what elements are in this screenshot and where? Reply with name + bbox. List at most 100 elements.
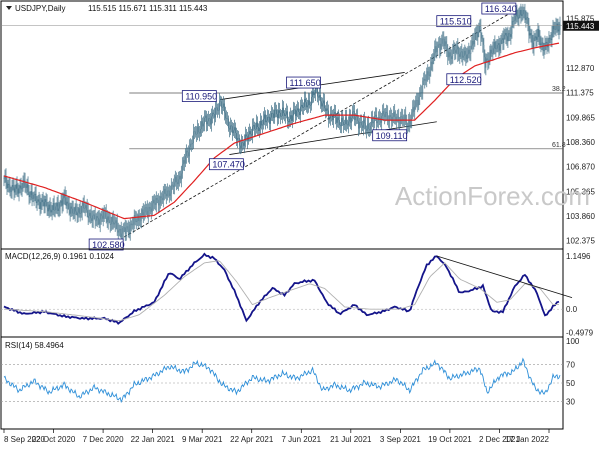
candle-body (179, 175, 181, 180)
candle-body (424, 78, 426, 81)
candle-body (472, 40, 474, 45)
candle-body (91, 218, 93, 221)
candle-body (65, 197, 67, 206)
candle-body (118, 230, 120, 233)
candle-body (540, 43, 542, 45)
candle-body (303, 106, 304, 108)
candle-body (466, 54, 468, 59)
candle-body (155, 198, 157, 205)
candle-body (356, 116, 357, 117)
moving-average-line (3, 42, 560, 220)
candle-body (393, 111, 395, 117)
candle-body (521, 14, 523, 16)
candle-body (71, 206, 73, 209)
candle-body (541, 42, 543, 44)
candle-body (305, 99, 306, 103)
candle-body (529, 33, 531, 36)
candle-body (211, 116, 212, 125)
rsi-title: RSI(14) 58.4964 (5, 341, 64, 350)
level-box: 116.340 (481, 2, 517, 15)
price-panel: 115.875 112.870 111.375 109.865 108.360 106.8… (0, 0, 599, 251)
candle-body (326, 108, 327, 111)
candle-body (457, 45, 459, 55)
candle-body (304, 99, 305, 107)
candle-body (105, 211, 107, 218)
candle-body (141, 209, 143, 216)
candle-body (380, 118, 382, 123)
candle-body (547, 45, 549, 48)
candle-body (519, 9, 521, 15)
candle-body (235, 127, 236, 133)
candle-body (32, 198, 34, 199)
candle-body (56, 202, 58, 207)
candle-body (510, 33, 512, 37)
candle-body (221, 101, 222, 108)
candle-body (81, 205, 83, 214)
candle-body (159, 196, 161, 204)
candle-body (468, 49, 470, 54)
fib-label: 38.2 (552, 86, 566, 93)
candle-body (402, 116, 404, 121)
candle-body (459, 52, 461, 57)
candle-body (224, 103, 225, 113)
candle-body (291, 115, 292, 121)
candle-body (302, 104, 303, 108)
candle-body (285, 114, 286, 116)
candle-body (370, 125, 372, 131)
candle-body (545, 41, 547, 43)
candle-body (447, 51, 449, 58)
candle-body (10, 191, 12, 193)
candle-body (217, 107, 218, 111)
x-tick-label: 22 Apr 2021 (230, 435, 274, 444)
candle-body (29, 194, 31, 198)
candle-body (324, 100, 325, 109)
candle-body (296, 110, 297, 116)
candle-body (227, 118, 228, 120)
macd-axis: 1.1496 0.0 -0.4979 (566, 252, 594, 337)
candle-body (467, 49, 469, 55)
candle-body (75, 206, 77, 212)
candle-body (469, 53, 471, 55)
candle-body (33, 194, 35, 199)
candle-body (477, 31, 479, 38)
candle-body (203, 123, 204, 127)
candle-body (166, 190, 168, 197)
candle-body (373, 121, 375, 124)
candle-body (233, 130, 234, 134)
candle-body (96, 216, 98, 221)
candle-body (58, 208, 60, 212)
candle-body (17, 189, 19, 194)
candle-body (436, 48, 438, 53)
candle-body (522, 10, 524, 15)
candle-body (401, 116, 403, 117)
candle-body (554, 29, 556, 30)
candle-body (77, 212, 79, 216)
candle-body (317, 86, 318, 97)
candle-body (23, 179, 25, 181)
candle-body (57, 202, 59, 212)
candle-body (418, 97, 420, 106)
level-labels: 102.580 110.950 107.470 111.650 109.110 115.5… (88, 2, 517, 251)
candle-body (471, 40, 473, 46)
candle-body (50, 209, 52, 213)
candle-body (183, 160, 185, 164)
candle-body (413, 107, 415, 112)
level-box: 107.470 (208, 158, 245, 171)
candle-body (204, 117, 205, 124)
candle-body (371, 118, 373, 126)
candle-body (83, 203, 85, 209)
candle-body (383, 111, 385, 115)
level-box: 109.110 (372, 129, 408, 142)
rsi-tick-label: 100 (566, 337, 580, 346)
candle-body (283, 107, 284, 114)
dropdown-triangle-icon[interactable] (6, 6, 12, 10)
candle-body (160, 196, 162, 199)
candle-body (359, 122, 360, 129)
candle-body (351, 117, 352, 123)
candle-body (410, 120, 412, 125)
candle-body (66, 201, 68, 206)
candle-body (389, 115, 391, 122)
candle-body (42, 199, 44, 203)
price-axis: 115.875 112.870 111.375 109.865 108.360 106.8… (566, 15, 595, 246)
candle-body (405, 114, 407, 122)
